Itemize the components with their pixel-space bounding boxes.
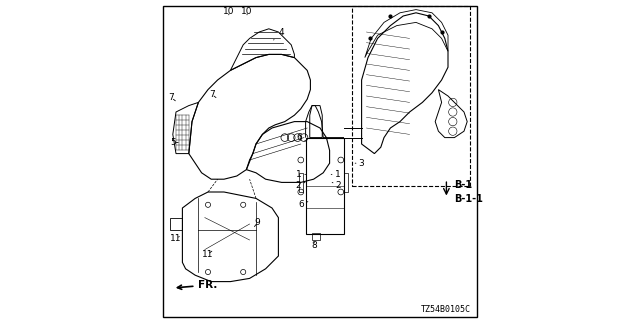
Text: 11: 11 xyxy=(202,250,213,259)
Text: 8: 8 xyxy=(312,241,317,250)
Text: 4: 4 xyxy=(274,28,284,40)
Bar xyxy=(306,138,344,234)
Text: 3: 3 xyxy=(355,159,364,168)
Text: 9: 9 xyxy=(255,218,260,227)
Text: B-1
B-1-1: B-1 B-1-1 xyxy=(454,180,483,204)
Text: 7: 7 xyxy=(168,93,175,102)
Text: 6: 6 xyxy=(299,200,308,209)
Text: 10: 10 xyxy=(241,7,253,16)
Text: 11: 11 xyxy=(170,234,182,243)
Text: 5: 5 xyxy=(171,138,178,147)
Text: 1: 1 xyxy=(296,170,306,179)
Text: 1: 1 xyxy=(332,170,340,179)
Text: 7: 7 xyxy=(209,90,216,99)
Bar xyxy=(300,173,303,192)
Text: TZ54B0105C: TZ54B0105C xyxy=(420,305,470,314)
Bar xyxy=(312,233,320,240)
Text: 6: 6 xyxy=(296,133,306,142)
Bar xyxy=(344,173,348,192)
Text: 2: 2 xyxy=(332,181,341,190)
Text: FR.: FR. xyxy=(177,280,218,290)
Bar xyxy=(352,6,470,186)
Text: 2: 2 xyxy=(296,181,305,190)
Text: 10: 10 xyxy=(223,7,234,16)
